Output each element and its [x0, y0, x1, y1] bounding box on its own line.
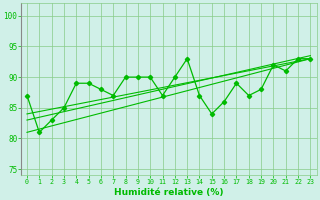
X-axis label: Humidité relative (%): Humidité relative (%) — [114, 188, 223, 197]
